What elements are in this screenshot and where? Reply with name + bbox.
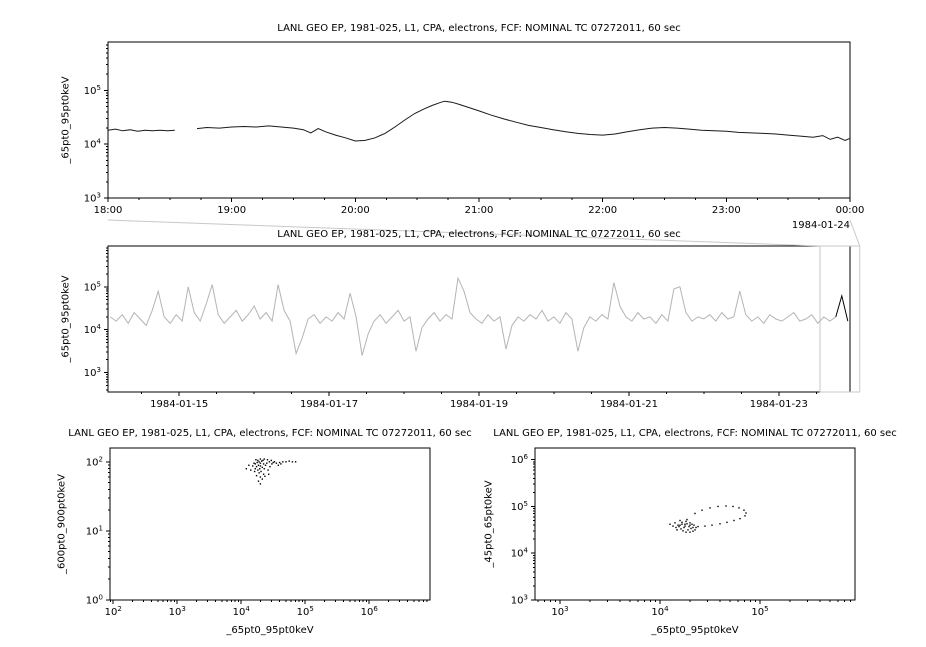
panel-scatter-left[interactable]: 100 101 102 102 103 104 105 106 <box>86 447 431 618</box>
panel-title-scatter-left: LANL GEO EP, 1981-025, L1, CPA, electron… <box>68 428 472 439</box>
panel-title-context: LANL GEO EP, 1981-025, L1, CPA, electron… <box>277 229 681 240</box>
svg-text:1984-01-19: 1984-01-19 <box>450 399 508 410</box>
panel-title-top: LANL GEO EP, 1981-025, L1, CPA, electron… <box>277 23 681 34</box>
x-axis-date-label: 1984-01-24 <box>791 220 850 231</box>
svg-text:103: 103 <box>169 605 186 618</box>
svg-text:103: 103 <box>551 605 568 618</box>
svg-text:21:00: 21:00 <box>465 205 494 216</box>
svg-text:104: 104 <box>84 323 102 336</box>
svg-text:103: 103 <box>84 366 101 379</box>
svg-text:19:00: 19:00 <box>217 205 246 216</box>
svg-text:23:00: 23:00 <box>712 205 741 216</box>
svg-text:22:00: 22:00 <box>588 205 617 216</box>
svg-text:105: 105 <box>84 84 101 97</box>
y-axis-label-context: _65pt0_95pt0keV <box>60 275 72 363</box>
svg-text:106: 106 <box>511 453 529 466</box>
svg-text:104: 104 <box>651 605 669 618</box>
svg-text:20:00: 20:00 <box>341 205 370 216</box>
y-axis-label-scatter-left: _600pt0_900pt0keV <box>56 474 68 574</box>
svg-text:102: 102 <box>86 455 103 468</box>
svg-text:104: 104 <box>84 138 102 151</box>
panel-title-scatter-right: LANL GEO EP, 1981-025, L1, CPA, electron… <box>493 428 897 439</box>
zoom-connector-lines <box>107 219 861 247</box>
y-axis-label-top: _65pt0_95pt0keV <box>60 76 72 164</box>
svg-text:105: 105 <box>84 280 101 293</box>
svg-text:104: 104 <box>511 547 529 560</box>
svg-text:1984-01-21: 1984-01-21 <box>600 399 658 410</box>
svg-text:106: 106 <box>361 605 379 618</box>
svg-text:1984-01-15: 1984-01-15 <box>150 399 208 410</box>
svg-text:103: 103 <box>84 192 101 205</box>
svg-text:1984-01-17: 1984-01-17 <box>300 399 358 410</box>
svg-text:104: 104 <box>233 605 251 618</box>
x-axis-label-scatter-right: _65pt0_95pt0keV <box>651 625 739 636</box>
panel-context-timeseries[interactable]: 103 104 105 1984-01-15 1984-01-17 1984-01-19 1… <box>84 245 861 410</box>
x-axis-label-scatter-left: _65pt0_95pt0keV <box>226 625 314 636</box>
svg-text:105: 105 <box>751 605 768 618</box>
svg-text:103: 103 <box>511 594 528 607</box>
svg-text:100: 100 <box>86 594 103 607</box>
svg-text:1984-01-23: 1984-01-23 <box>750 399 808 410</box>
svg-text:101: 101 <box>86 524 103 537</box>
panel-scatter-right[interactable]: 103 104 105 106 103 104 105 <box>511 447 856 618</box>
svg-text:00:00: 00:00 <box>836 205 865 216</box>
svg-text:105: 105 <box>297 605 314 618</box>
svg-text:105: 105 <box>511 500 528 513</box>
svg-text:102: 102 <box>105 605 122 618</box>
panel-top-timeseries[interactable]: 103 104 105 18:00 19:00 20:00 21:00 22:00 23:00 0… <box>84 41 865 216</box>
y-axis-label-scatter-right: _45pt0_65pt0keV <box>483 480 495 568</box>
svg-text:18:00: 18:00 <box>94 205 123 216</box>
